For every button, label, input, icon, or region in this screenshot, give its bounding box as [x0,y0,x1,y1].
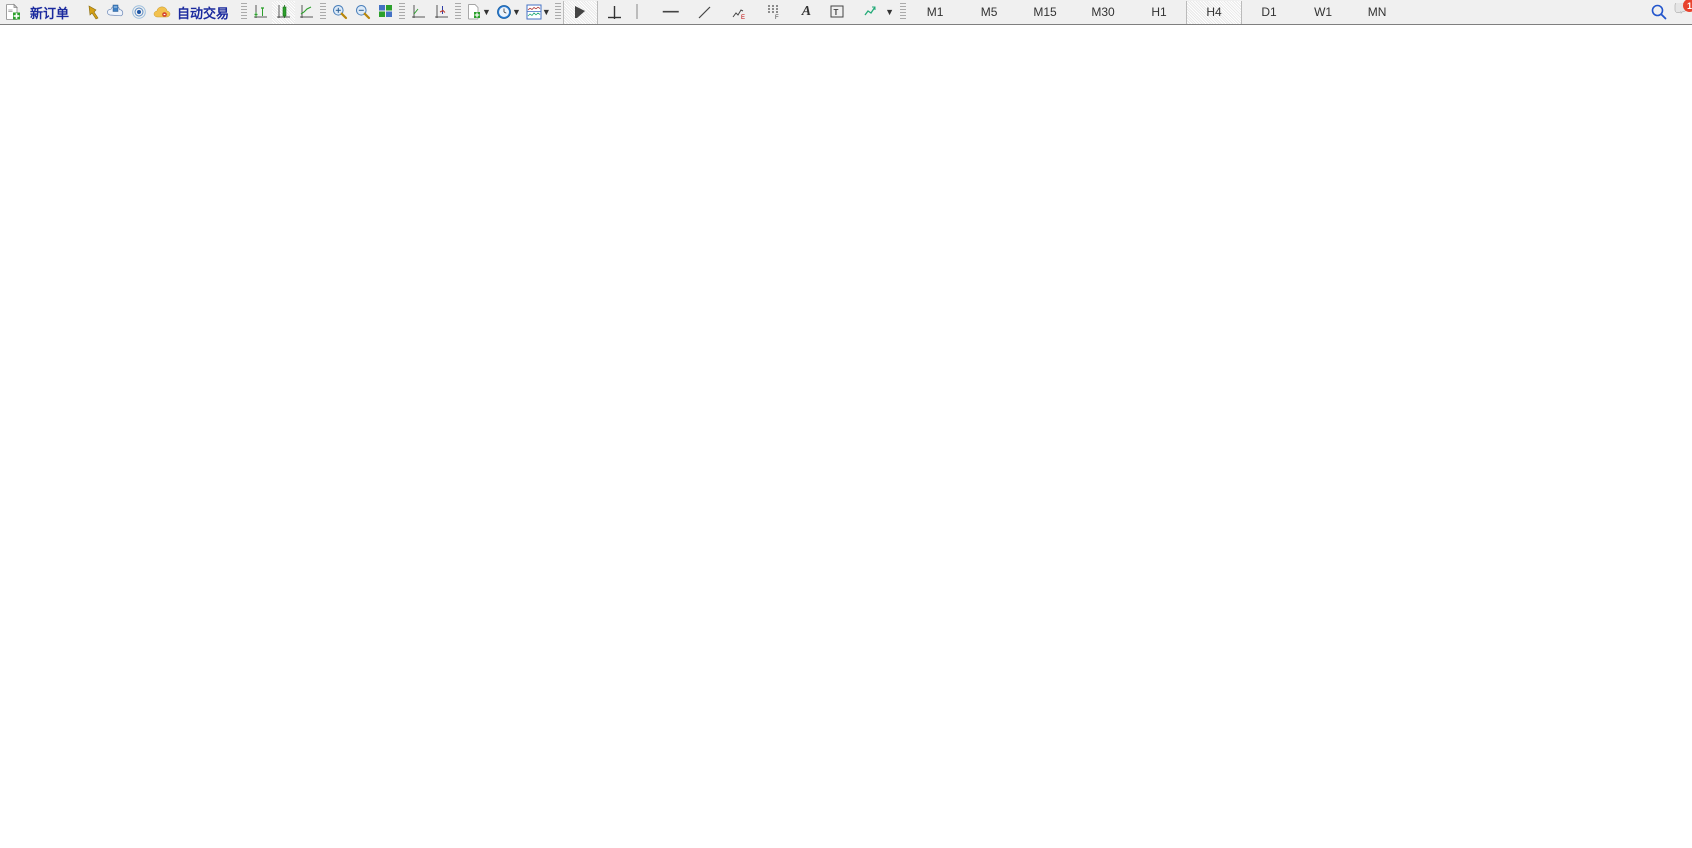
svg-text:E: E [741,15,745,21]
svg-text:T: T [834,8,839,17]
svg-text:F: F [775,15,779,21]
